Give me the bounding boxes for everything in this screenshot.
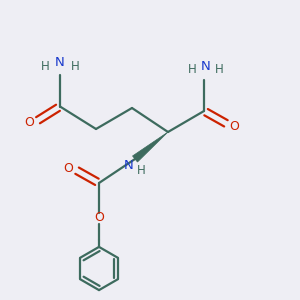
Text: H: H (137, 164, 146, 178)
Text: H: H (188, 63, 197, 76)
Text: O: O (230, 119, 239, 133)
Text: N: N (124, 159, 133, 172)
Text: H: H (71, 60, 80, 73)
Text: O: O (25, 116, 34, 130)
Text: O: O (64, 161, 73, 175)
Polygon shape (133, 132, 168, 162)
Text: H: H (215, 63, 224, 76)
Text: N: N (201, 60, 210, 74)
Text: H: H (40, 60, 50, 73)
Text: N: N (55, 56, 65, 69)
Text: O: O (94, 211, 104, 224)
